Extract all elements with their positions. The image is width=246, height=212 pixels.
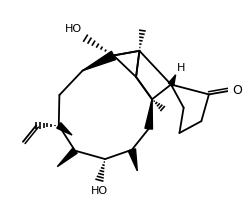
Polygon shape bbox=[145, 99, 153, 129]
Polygon shape bbox=[83, 51, 116, 71]
Polygon shape bbox=[128, 149, 137, 171]
Text: H: H bbox=[177, 63, 185, 73]
Text: HO: HO bbox=[65, 24, 82, 34]
Polygon shape bbox=[57, 148, 77, 167]
Polygon shape bbox=[168, 75, 176, 86]
Text: HO: HO bbox=[91, 186, 108, 197]
Polygon shape bbox=[57, 123, 72, 135]
Text: O: O bbox=[233, 84, 243, 97]
